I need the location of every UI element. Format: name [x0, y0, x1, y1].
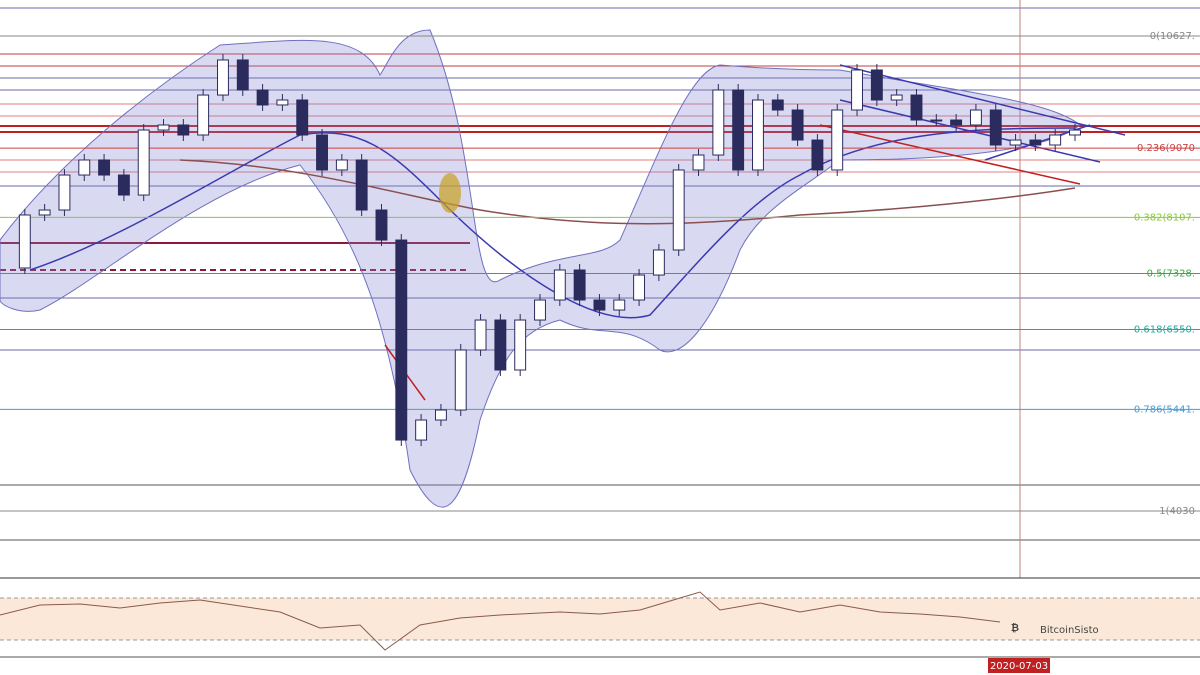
candle-body — [672, 169, 685, 251]
moving-average-200 — [179, 159, 1076, 225]
candle-body — [395, 239, 408, 441]
logo: ₿ BitcoinSisto — [1011, 622, 1099, 636]
candle-body — [375, 209, 388, 241]
candle-body — [969, 109, 982, 126]
candle-body — [950, 119, 963, 126]
candle-body — [117, 174, 130, 196]
candle-body — [791, 109, 804, 141]
candle-body — [514, 319, 527, 371]
candle-body — [989, 109, 1002, 146]
date-label: 2020-07-03 — [990, 661, 1048, 672]
candle-body — [732, 89, 745, 171]
candle-body — [553, 269, 566, 301]
candle-body — [415, 419, 428, 441]
candle-body — [98, 159, 111, 176]
logo-text: BitcoinSisto — [1040, 625, 1099, 636]
candle-body — [355, 159, 368, 211]
candle-body — [771, 99, 784, 111]
candle-body — [712, 89, 725, 156]
candle-body — [78, 159, 91, 176]
candle-body — [633, 274, 646, 301]
candle-body — [1069, 129, 1081, 136]
candle-body — [217, 59, 229, 96]
svg-text:₿: ₿ — [1011, 622, 1019, 634]
candle-body — [613, 299, 626, 311]
candle-body — [474, 319, 487, 351]
candle-body — [851, 69, 863, 111]
candle-body — [831, 109, 844, 171]
fib-label: 0.618(6550. — [1134, 325, 1195, 336]
candle-body — [296, 99, 309, 136]
candle-body — [454, 349, 467, 411]
candle-body — [197, 94, 210, 136]
fib-label: 1(4030 — [1159, 506, 1195, 517]
candle-body — [534, 299, 546, 321]
candle-body — [18, 214, 31, 269]
candle-body — [811, 139, 824, 171]
bollinger-band — [0, 29, 1081, 508]
candle-body — [256, 89, 269, 106]
fib-label: 0.382(8107. — [1134, 212, 1195, 223]
fib-label: 0.786(5441. — [1134, 404, 1195, 415]
candle-body — [1029, 139, 1042, 146]
candle-body — [494, 319, 507, 371]
candle-body — [870, 69, 883, 101]
candle-body — [910, 94, 923, 121]
candle-body — [137, 129, 150, 196]
candle-body — [890, 94, 903, 101]
candle-body — [1009, 139, 1022, 146]
candle-body — [335, 159, 348, 171]
candle-body — [236, 59, 249, 91]
candle-body — [752, 99, 764, 171]
fib-label: 0.236(9070 — [1137, 143, 1195, 154]
highlight — [439, 173, 461, 213]
candle-body — [157, 124, 170, 131]
rsi-panel — [0, 591, 1200, 658]
candle-body — [434, 409, 447, 421]
candle-body — [930, 119, 943, 122]
candle-body — [593, 299, 606, 311]
candle-body — [692, 154, 705, 171]
fib-label: 0.5(7328. — [1147, 269, 1195, 280]
candle-body — [58, 174, 71, 211]
candle-body — [177, 124, 190, 136]
fib-label: 0(10627. — [1150, 31, 1195, 42]
candle-body — [276, 99, 289, 106]
date-badge — [988, 658, 1050, 673]
candle-body — [1049, 134, 1062, 146]
candle-body — [316, 134, 328, 171]
candle-body — [573, 269, 586, 301]
candle-body — [38, 209, 51, 216]
candle-body — [652, 249, 665, 276]
